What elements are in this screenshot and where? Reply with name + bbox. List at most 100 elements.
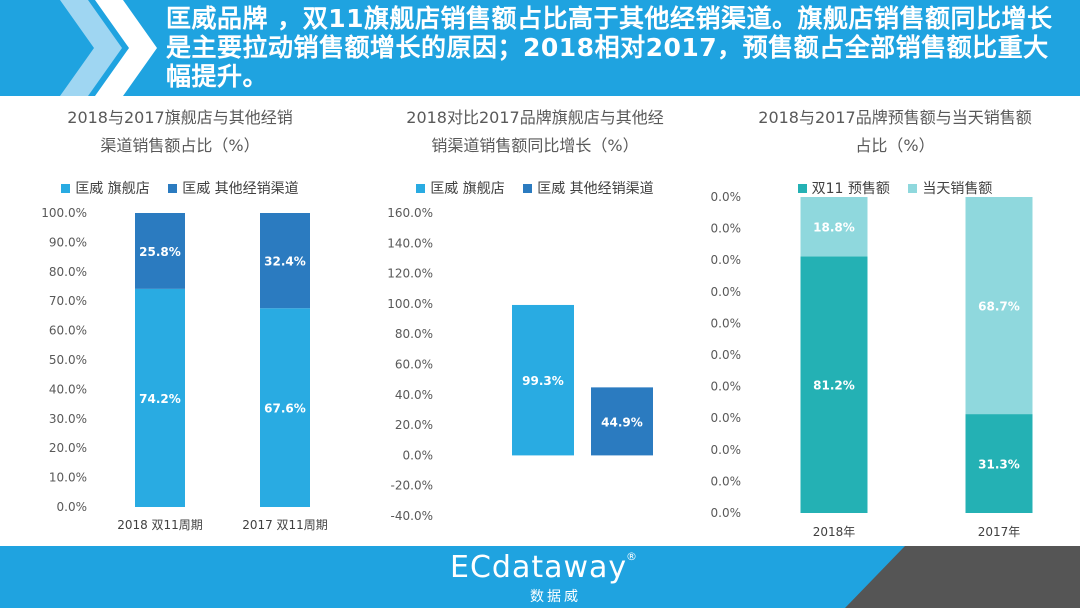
chart-panel-growth: 2018对比2017品牌旗舰店与其他经 销渠道销售额同比增长（%） 匡威 旗舰店… — [360, 96, 710, 546]
y-tick-label: 140.0% — [387, 236, 433, 250]
legend-swatch — [908, 184, 918, 193]
legend-swatch — [797, 184, 807, 193]
bar — [512, 304, 574, 456]
chart-title-line: 占比（%） — [855, 136, 935, 155]
y-tick-label: 50.0% — [49, 353, 87, 367]
data-label: 32.4% — [264, 255, 306, 269]
y-tick-label: 160.0% — [387, 206, 433, 220]
stacked-bar-chart: 0.0% 10.0% 20.0% 30.0% 40.0% 50.0% 60.0% 70.0% 8… — [41, 206, 328, 532]
y-tick-label: 20.0% — [710, 443, 741, 457]
chart-legend: 双11 预售额 当天销售额 — [710, 178, 1080, 198]
y-tick-label: 80.0% — [395, 327, 433, 341]
legend-item: 双11 预售额 — [797, 178, 890, 198]
stacked-bar-chart: 0.0% 10.0% 20.0% 30.0% 40.0% 50.0% 60.0% 70.0% 8… — [710, 190, 1033, 539]
chart-legend: 匡威 旗舰店 匡威 其他经销渠道 — [360, 178, 710, 198]
legend-label: 双11 预售额 — [811, 181, 890, 197]
brand-logo: ECdataway — [450, 550, 628, 585]
data-label: 68.7% — [978, 300, 1020, 314]
legend-swatch — [168, 184, 178, 193]
header-banner: 匡威品牌 ，双11旗舰店销售额占比高于其他经销渠道。旗舰店销售额同比增长是主要拉… — [0, 0, 1080, 96]
bar-segment — [135, 288, 185, 507]
data-label: 44.9% — [601, 415, 643, 429]
x-category-label: 2017 双11周期 — [242, 518, 328, 532]
chart-panel-share: 2018与2017旗舰店与其他经销 渠道销售额占比（%） 匡威 旗舰店 匡威 其… — [0, 96, 360, 546]
y-tick-label: 90.0% — [710, 222, 741, 236]
chart-title-line: 2018与2017品牌预售额与当天销售额 — [758, 108, 1032, 127]
y-tick-label: 90.0% — [49, 235, 87, 249]
y-tick-label: 40.0% — [395, 388, 433, 402]
legend-item: 匡威 其他经销渠道 — [168, 178, 299, 198]
data-label: 25.8% — [139, 245, 181, 259]
y-tick-label: 60.0% — [395, 358, 433, 372]
legend-swatch — [523, 184, 533, 193]
legend-label: 匡威 其他经销渠道 — [537, 181, 654, 197]
chart-title-line: 渠道销售额占比（%） — [100, 136, 260, 155]
footer-bar: ECdataway ® 数据威 — [0, 546, 1080, 608]
bar-chart: -40.0% -20.0% 0.0% 20.0% 40.0% 60.0% 80.0% 100.… — [387, 206, 653, 523]
chart-title-line: 销渠道销售额同比增长（%） — [431, 136, 639, 155]
y-tick-label: 30.0% — [49, 412, 87, 426]
footer-corner-shape — [845, 546, 1080, 608]
y-tick-label: 20.0% — [49, 441, 87, 455]
y-tick-label: -20.0% — [391, 479, 433, 493]
y-tick-label: 20.0% — [395, 418, 433, 432]
chart-title: 2018与2017旗舰店与其他经销 渠道销售额占比（%） — [0, 104, 360, 160]
legend-swatch — [61, 184, 71, 193]
chart-title-line: 2018对比2017品牌旗舰店与其他经 — [406, 108, 664, 127]
data-label: 18.8% — [813, 221, 855, 235]
y-tick-label: 80.0% — [710, 253, 741, 267]
chart-legend: 匡威 旗舰店 匡威 其他经销渠道 — [0, 178, 360, 198]
y-tick-label: 10.0% — [49, 471, 87, 485]
brand-subtitle: 数据威 — [530, 589, 581, 605]
bar-segment — [800, 197, 868, 257]
legend-item: 匡威 旗舰店 — [416, 178, 505, 198]
y-tick-label: 0.0% — [711, 506, 742, 520]
legend-item: 当天销售额 — [908, 178, 992, 198]
y-tick-label: 100.0% — [710, 190, 741, 204]
y-tick-label: 120.0% — [387, 267, 433, 281]
registered-mark: ® — [626, 550, 637, 563]
bar-segment — [800, 256, 868, 513]
chart-title: 2018与2017品牌预售额与当天销售额 占比（%） — [710, 104, 1080, 160]
chart-panel-presale: 2018与2017品牌预售额与当天销售额 占比（%） 双11 预售额 当天销售额… — [710, 96, 1080, 546]
chart-title-line: 2018与2017旗舰店与其他经销 — [67, 108, 293, 127]
chart-title: 2018对比2017品牌旗舰店与其他经 销渠道销售额同比增长（%） — [360, 104, 710, 160]
chevron-front — [95, 0, 157, 96]
y-tick-label: 70.0% — [49, 294, 87, 308]
legend-label: 当天销售额 — [922, 181, 993, 197]
page-headline: 匡威品牌 ，双11旗舰店销售额占比高于其他经销渠道。旗舰店销售额同比增长是主要拉… — [166, 4, 1053, 91]
bar-segment — [260, 213, 310, 309]
y-tick-label: 60.0% — [49, 324, 87, 338]
legend-item: 匡威 旗舰店 — [61, 178, 150, 198]
bar — [591, 387, 653, 456]
y-tick-label: 0.0% — [57, 500, 88, 514]
x-category-label: 2018年 — [813, 525, 856, 539]
data-label: 67.6% — [264, 402, 306, 416]
chevron-decoration-icon — [60, 0, 157, 96]
chevron-back — [60, 0, 122, 96]
y-tick-label: 40.0% — [710, 380, 741, 394]
bar-segment — [965, 414, 1033, 513]
y-tick-label: 80.0% — [49, 265, 87, 279]
y-tick-label: 100.0% — [41, 206, 87, 220]
legend-label: 匡威 旗舰店 — [75, 181, 150, 197]
x-category-label: 2017年 — [978, 525, 1021, 539]
bar-segment — [260, 308, 310, 507]
legend-label: 匡威 其他经销渠道 — [182, 181, 299, 197]
data-label: 31.3% — [978, 458, 1020, 472]
x-category-label: 2018 双11周期 — [117, 518, 203, 532]
footer-corner-decoration — [845, 546, 1080, 608]
y-tick-label: 100.0% — [387, 297, 433, 311]
legend-swatch — [416, 184, 426, 193]
data-label: 74.2% — [139, 392, 181, 406]
bar-segment — [965, 197, 1033, 415]
y-tick-label: 70.0% — [710, 285, 741, 299]
data-label: 81.2% — [813, 379, 855, 393]
y-tick-label: 50.0% — [710, 348, 741, 362]
data-label: 99.3% — [522, 374, 564, 388]
y-tick-label: 30.0% — [710, 411, 741, 425]
y-tick-label: 60.0% — [710, 316, 741, 330]
y-tick-label: 10.0% — [710, 474, 741, 488]
bar-segment — [135, 213, 185, 289]
legend-item: 匡威 其他经销渠道 — [523, 178, 654, 198]
